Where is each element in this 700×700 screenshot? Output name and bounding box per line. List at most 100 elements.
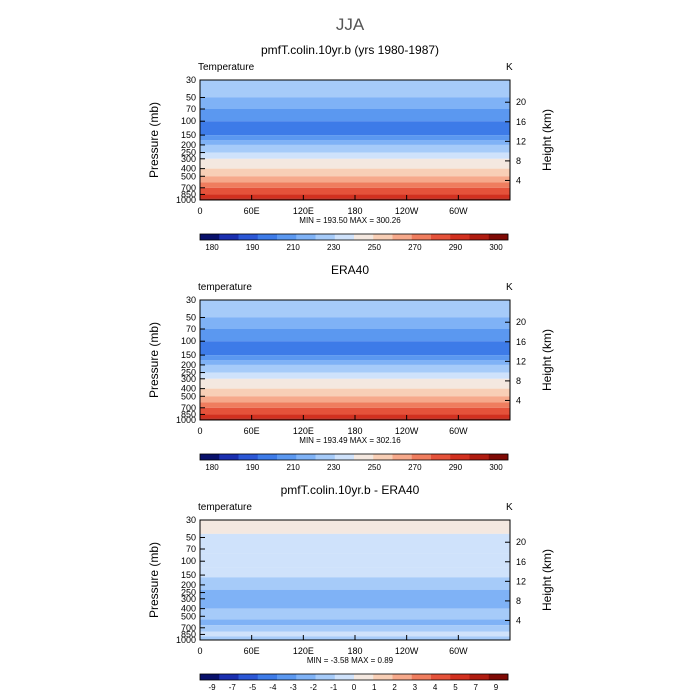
colorbar-swatch bbox=[296, 234, 316, 240]
pressure-tick-label: 30 bbox=[186, 295, 196, 305]
longitude-tick-label: 0 bbox=[197, 206, 202, 216]
colorbar-swatch bbox=[334, 234, 355, 240]
colorbar-swatch bbox=[392, 454, 413, 460]
contour-band bbox=[200, 589, 510, 609]
colorbar-swatch bbox=[392, 674, 413, 680]
longitude-tick-label: 120E bbox=[293, 646, 314, 656]
contour-band bbox=[200, 520, 510, 534]
pressure-tick-label: 30 bbox=[186, 75, 196, 85]
colorbar-swatch bbox=[488, 234, 509, 240]
colorbar-label: 2 bbox=[392, 683, 397, 692]
contour-band bbox=[200, 372, 510, 379]
height-tick-label: 12 bbox=[516, 136, 526, 146]
colorbar-label: 7 bbox=[473, 683, 478, 692]
pressure-tick-label: 150 bbox=[181, 350, 196, 360]
colorbar-label: -9 bbox=[208, 683, 216, 692]
colorbar-frame bbox=[199, 673, 509, 681]
variable-label: Temperature bbox=[198, 62, 255, 73]
height-tick-label: 4 bbox=[516, 615, 521, 625]
colorbar-label: 290 bbox=[449, 243, 463, 252]
longitude-tick-label: 120E bbox=[293, 206, 314, 216]
colorbar-swatch bbox=[315, 674, 336, 680]
units-label: K bbox=[506, 62, 513, 73]
pressure-tick-label: 700 bbox=[181, 623, 196, 633]
colorbar-swatch bbox=[469, 454, 490, 460]
colorbar-label: 180 bbox=[205, 243, 219, 252]
colorbar-swatch bbox=[469, 674, 490, 680]
panel-title: pmfT.colin.10yr.b (yrs 1980-1987) bbox=[261, 43, 439, 57]
contour-band bbox=[200, 121, 510, 136]
contour-band bbox=[200, 140, 510, 145]
pressure-tick-label: 250 bbox=[181, 588, 196, 598]
colorbar-swatch bbox=[296, 674, 316, 680]
colorbar-swatch bbox=[219, 674, 239, 680]
contour-band bbox=[200, 625, 510, 632]
pressure-tick-label: 1000 bbox=[176, 635, 196, 645]
pressure-tick-label: 500 bbox=[181, 391, 196, 401]
pressure-tick-label: 1000 bbox=[176, 195, 196, 205]
contour-band bbox=[200, 158, 510, 169]
colorbar-label: 9 bbox=[494, 683, 499, 692]
height-tick-label: 16 bbox=[516, 557, 526, 567]
contour-band bbox=[200, 355, 510, 361]
colorbar-frame bbox=[199, 233, 509, 241]
contour-band bbox=[200, 360, 510, 365]
colorbar-label: -4 bbox=[269, 683, 277, 692]
height-tick-label: 12 bbox=[516, 356, 526, 366]
colorbar-frame bbox=[199, 453, 509, 461]
colorbar-label: 270 bbox=[408, 463, 422, 472]
pressure-tick-label: 50 bbox=[186, 312, 196, 322]
pressure-tick-label: 400 bbox=[181, 164, 196, 174]
height-tick-label: 16 bbox=[516, 117, 526, 127]
contour-band bbox=[200, 619, 510, 626]
contour-band bbox=[200, 567, 510, 578]
contour-band bbox=[200, 577, 510, 590]
colorbar-label: 250 bbox=[368, 463, 382, 472]
height-tick-label: 12 bbox=[516, 576, 526, 586]
min-max-text: MIN = 193.49 MAX = 302.16 bbox=[299, 436, 401, 445]
colorbar-swatch bbox=[277, 234, 297, 240]
colorbar-label: 190 bbox=[246, 243, 260, 252]
height-tick-label: 20 bbox=[516, 317, 526, 327]
colorbar-label: 1 bbox=[372, 683, 377, 692]
longitude-tick-label: 120W bbox=[395, 206, 419, 216]
colorbar-swatch bbox=[257, 234, 278, 240]
colorbar-swatch bbox=[373, 674, 393, 680]
contour-band bbox=[200, 135, 510, 141]
units-label: K bbox=[506, 502, 513, 513]
y-axis-right-label: Height (km) bbox=[540, 329, 554, 391]
colorbar-swatch bbox=[469, 234, 490, 240]
contour-band bbox=[200, 378, 510, 389]
colorbar-swatch bbox=[431, 234, 451, 240]
contour-band bbox=[200, 328, 510, 342]
contour-band bbox=[200, 388, 510, 397]
y-axis-right-label: Height (km) bbox=[540, 109, 554, 171]
colorbar-swatch bbox=[219, 234, 239, 240]
pressure-tick-label: 200 bbox=[181, 580, 196, 590]
longitude-tick-label: 60W bbox=[449, 206, 468, 216]
contour-band bbox=[200, 152, 510, 159]
variable-label: temperature bbox=[198, 502, 252, 513]
colorbar-swatch bbox=[450, 234, 470, 240]
height-tick-label: 16 bbox=[516, 337, 526, 347]
pressure-tick-label: 500 bbox=[181, 171, 196, 181]
panel-title: pmfT.colin.10yr.b - ERA40 bbox=[281, 483, 420, 497]
pressure-tick-label: 200 bbox=[181, 360, 196, 370]
colorbar-label: 180 bbox=[205, 463, 219, 472]
y-axis-label: Pressure (mb) bbox=[147, 542, 161, 618]
units-label: K bbox=[506, 282, 513, 293]
longitude-tick-label: 60E bbox=[244, 646, 260, 656]
contour-band bbox=[200, 533, 510, 554]
pressure-tick-label: 850 bbox=[181, 629, 196, 639]
colorbar-swatch bbox=[315, 234, 336, 240]
colorbar-label: 210 bbox=[286, 463, 300, 472]
contour-band bbox=[200, 341, 510, 356]
panel-title: ERA40 bbox=[331, 263, 369, 277]
colorbar-swatch bbox=[354, 674, 374, 680]
pressure-tick-label: 70 bbox=[186, 104, 196, 114]
pressure-tick-label: 500 bbox=[181, 611, 196, 621]
colorbar-swatch bbox=[238, 234, 259, 240]
pressure-tick-label: 70 bbox=[186, 324, 196, 334]
colorbar-label: 0 bbox=[352, 683, 357, 692]
